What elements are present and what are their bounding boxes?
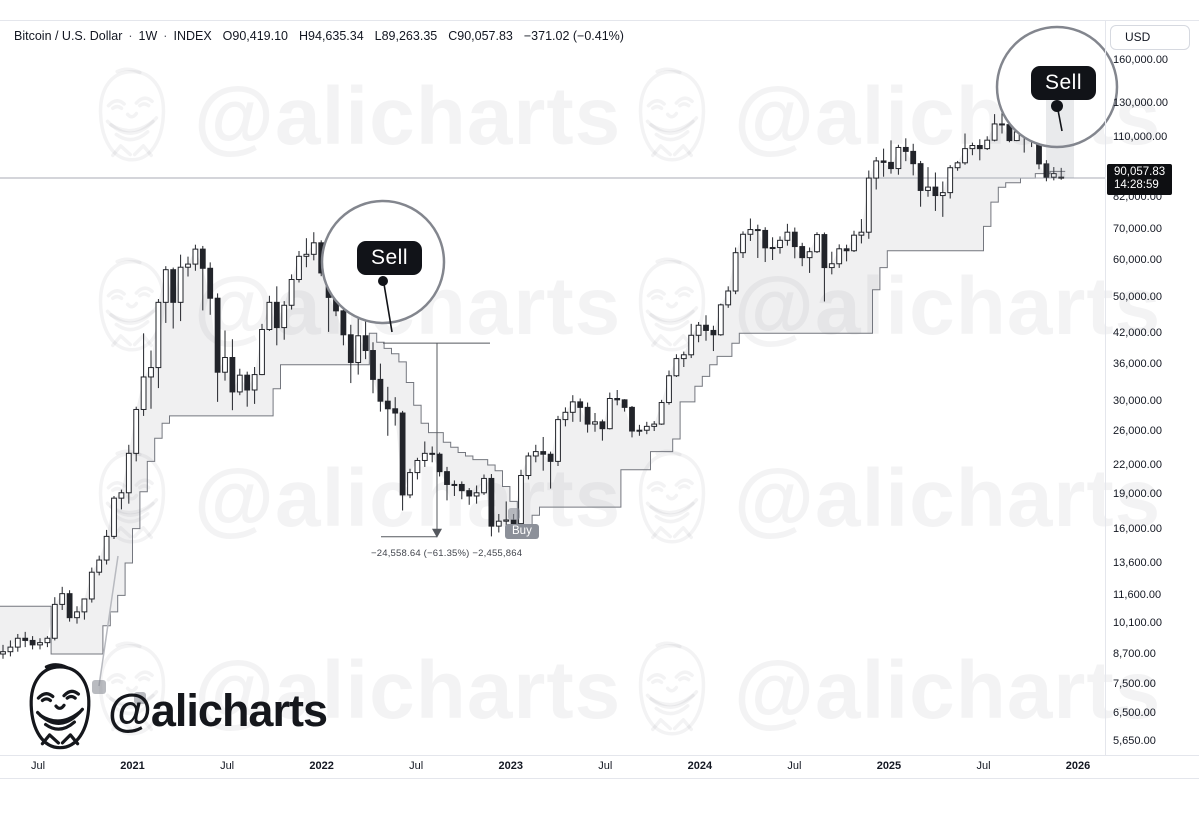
time-tick-label: Jul xyxy=(598,760,613,772)
price-tick-label: 6,500.00 xyxy=(1113,706,1156,719)
buy-marker-label[interactable]: Buy xyxy=(505,524,539,539)
logo-face-icon xyxy=(16,660,104,757)
time-tick-label: Jul xyxy=(976,760,991,772)
legend-separator: · xyxy=(163,29,168,43)
time-tick-label: Jul xyxy=(409,760,424,772)
measure-tool-text[interactable]: −24,558.64 (−61.35%) −2,455,864 xyxy=(371,548,523,559)
time-tick-label: 2022 xyxy=(309,760,334,772)
price-tick-label: 16,000.00 xyxy=(1113,523,1162,536)
price-axis[interactable]: 160,000.00130,000.00110,000.0094,000.008… xyxy=(1105,20,1199,755)
time-tick-label: 2026 xyxy=(1065,760,1091,772)
low-value: L89,263.35 xyxy=(374,29,438,43)
price-tick-label: 50,000.00 xyxy=(1113,291,1162,304)
sell-marker-label[interactable]: Sell xyxy=(1031,66,1097,100)
interval[interactable]: 1W xyxy=(138,29,158,43)
price-tick-label: 7,500.00 xyxy=(1113,677,1156,690)
time-tick-label: 2021 xyxy=(120,760,145,772)
price-tick-label: 10,100.00 xyxy=(1113,617,1162,630)
time-tick-label: Jul xyxy=(787,760,802,772)
candlestick-chart[interactable] xyxy=(0,20,1105,755)
price-tick-label: 5,650.00 xyxy=(1113,735,1156,748)
price-tick-label: 42,000.00 xyxy=(1113,326,1162,339)
price-tick-label: 130,000.00 xyxy=(1113,96,1169,109)
price-tick-label: 13,600.00 xyxy=(1113,556,1162,569)
time-tick-label: 2023 xyxy=(498,760,523,772)
symbol-legend[interactable]: Bitcoin / U.S. Dollar · 1W · INDEX O90,419.10… xyxy=(14,29,624,43)
price-tick-label: 26,000.00 xyxy=(1113,424,1162,437)
logo-handle: @alicharts xyxy=(108,684,328,736)
alicharts-logo: @alicharts xyxy=(16,660,328,757)
exchange: INDEX xyxy=(173,29,212,43)
price-tick-label: 110,000.00 xyxy=(1113,130,1168,143)
price-tick-label: 19,000.00 xyxy=(1113,488,1162,501)
price-tick-label: 30,000.00 xyxy=(1113,395,1162,408)
high-value: H94,635.34 xyxy=(299,29,364,43)
time-axis-border xyxy=(0,755,1199,756)
price-tick-label: 70,000.00 xyxy=(1113,222,1162,235)
price-tick-label: 36,000.00 xyxy=(1113,358,1162,371)
price-tick-label: 160,000.00 xyxy=(1113,54,1169,67)
bar-countdown: 14:28:59 xyxy=(1114,178,1159,191)
price-tick-label: 22,000.00 xyxy=(1113,458,1162,471)
change-value: −371.02 (−0.41%) xyxy=(523,29,624,43)
currency-unit-button[interactable]: USD xyxy=(1110,25,1190,50)
time-tick-label: Jul xyxy=(220,760,235,772)
pane-top-border xyxy=(0,20,1199,21)
time-axis[interactable]: Jul 2021 Jul 2022 Jul 2023 Jul 2024 Jul 2025 Jul 20… xyxy=(0,755,1199,778)
price-tick-label: 11,600.00 xyxy=(1113,588,1162,601)
time-tick-label: 2024 xyxy=(687,760,713,772)
time-tick-label: Jul xyxy=(30,760,46,772)
price-axis-border xyxy=(1105,20,1106,755)
legend-separator: · xyxy=(128,29,133,43)
current-price-value: 90,057.83 xyxy=(1114,165,1166,178)
price-tick-label: 8,700.00 xyxy=(1113,647,1156,660)
price-tick-label: 60,000.00 xyxy=(1113,254,1162,267)
symbol-title[interactable]: Bitcoin / U.S. Dollar xyxy=(14,29,123,43)
open-value: O90,419.10 xyxy=(222,29,289,43)
bottom-border xyxy=(0,778,1199,779)
time-tick-label: 2025 xyxy=(876,760,902,772)
close-value: C90,057.83 xyxy=(448,29,513,43)
current-price-badge: 90,057.83 14:28:59 xyxy=(1107,163,1173,195)
sell-marker-label[interactable]: Sell xyxy=(357,241,423,275)
